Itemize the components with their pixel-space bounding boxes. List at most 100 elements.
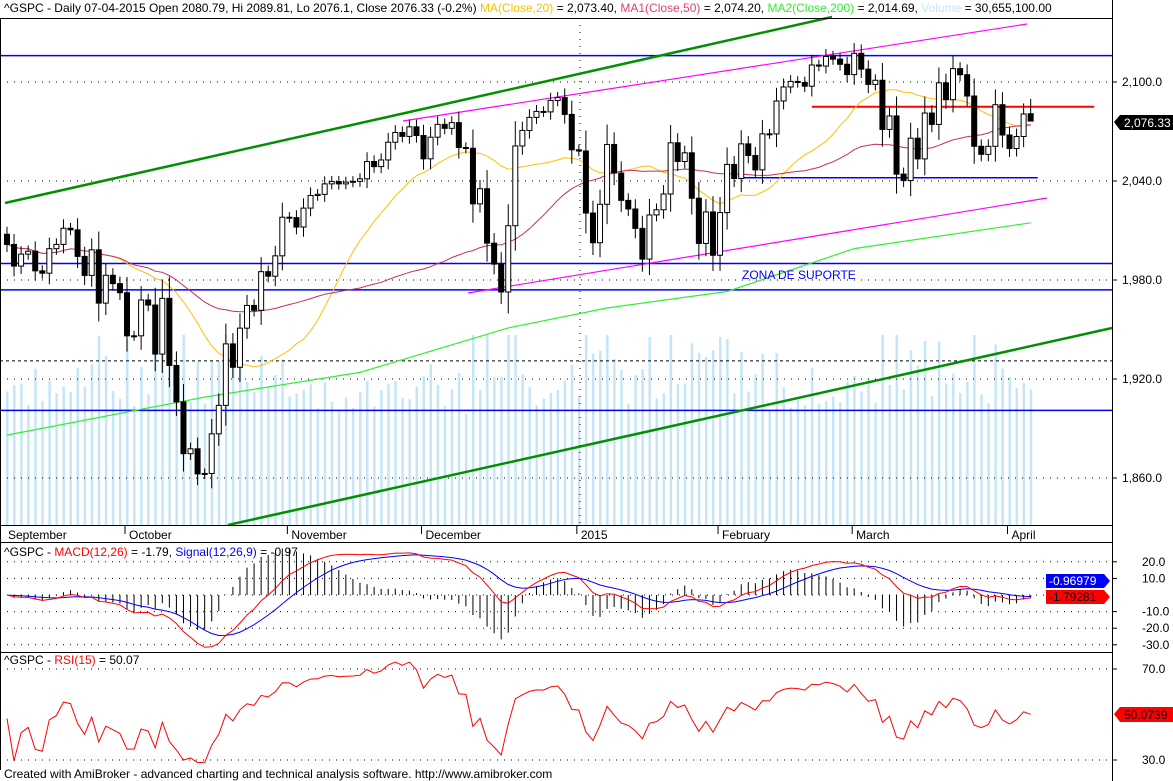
candle-down	[420, 135, 427, 160]
candle-down	[491, 242, 498, 265]
month-label: April	[1012, 528, 1036, 542]
candle-up	[131, 335, 138, 338]
volume-bar	[796, 399, 800, 525]
candle-up	[1013, 136, 1020, 150]
volume-bar	[747, 391, 750, 525]
price-tick-label: 1,980.0	[1122, 273, 1162, 287]
candle-down	[964, 74, 971, 97]
candle-up	[646, 214, 653, 260]
volume-bar	[344, 397, 348, 525]
candle-down	[674, 142, 681, 162]
ma20-value: = 2,073.40,	[553, 1, 620, 15]
volume-bar	[613, 358, 616, 525]
candle-up	[477, 188, 483, 205]
candle-up	[378, 159, 385, 168]
candle-up	[1020, 113, 1027, 138]
volume-bar	[316, 408, 320, 525]
rsi-line	[6, 661, 1031, 764]
volume-bar	[401, 397, 404, 525]
candle-down	[561, 97, 568, 115]
volume-bar	[48, 380, 51, 525]
volume-bar	[118, 398, 122, 525]
footer-credit: Created with AmiBroker - advanced charti…	[4, 767, 552, 781]
candle-up	[653, 209, 660, 216]
volume-bar	[810, 367, 814, 525]
rsi-value: = 50.07	[96, 653, 140, 667]
volume-bar	[535, 405, 538, 525]
volume-bar	[994, 344, 997, 525]
candle-up	[533, 110, 540, 118]
candle-up	[773, 100, 780, 135]
candle-down	[745, 143, 752, 156]
candle-down	[194, 448, 201, 475]
volume-bars	[5, 335, 1033, 525]
moving-averages	[6, 89, 1031, 436]
candle-down	[618, 172, 625, 201]
candle-up	[385, 141, 392, 161]
volume-bar	[944, 383, 948, 525]
month-label: 2015	[581, 528, 608, 542]
volume-bar	[782, 387, 786, 525]
candle-down	[766, 133, 773, 136]
volume-bar	[408, 399, 411, 525]
volume-bar	[789, 407, 793, 525]
candle-up	[222, 343, 229, 406]
volume-bar	[161, 335, 164, 525]
volume-bar	[260, 355, 263, 525]
volume-bar	[959, 392, 962, 525]
candle-down	[371, 161, 378, 168]
signal-tag-text: -0.96979	[1049, 574, 1097, 588]
candle-up	[187, 448, 194, 455]
macd-tick-label: 20.0	[1142, 555, 1166, 569]
macd-pane	[0, 548, 1112, 648]
candle-down	[498, 263, 505, 293]
volume-bar	[683, 383, 687, 525]
support-zone-annotation: ZONA DE SUPORTE	[742, 268, 856, 282]
volume-bar	[923, 340, 927, 525]
month-label: September	[8, 528, 67, 542]
candle-down	[575, 149, 582, 152]
candle-down	[914, 137, 921, 160]
candle-down	[335, 181, 342, 185]
volume-bar	[175, 365, 178, 525]
signal-label: Signal(12,26,9)	[175, 545, 256, 559]
candle-down	[568, 113, 575, 151]
candle-down	[957, 68, 964, 76]
volume-bar	[189, 402, 193, 525]
volume-bar	[641, 369, 644, 525]
volume-bar	[27, 405, 30, 525]
volume-bar	[662, 392, 666, 525]
candle-down	[484, 188, 491, 244]
candle-down	[251, 304, 258, 311]
candle-down	[11, 243, 18, 267]
candle-up	[314, 193, 321, 197]
last-price-tag: 2,076.33	[1114, 115, 1173, 130]
rsi-tick-label: 30.0	[1142, 753, 1166, 767]
volume-bar	[5, 391, 9, 525]
volume-bar	[740, 351, 743, 525]
volume-bar	[556, 390, 560, 525]
volume-bar	[394, 380, 397, 525]
candle-up	[950, 68, 957, 101]
volume-bar	[493, 377, 496, 525]
volume-bar	[549, 392, 553, 525]
volume-bar	[697, 352, 701, 525]
volume-bar	[507, 335, 510, 525]
volume-bar	[719, 337, 722, 525]
price-tick-label: 2,100.0	[1122, 75, 1162, 89]
candle-up	[215, 404, 222, 435]
candle-down	[74, 229, 81, 257]
volume-bar	[154, 344, 157, 525]
volume-bar	[323, 382, 327, 525]
candle-up	[236, 327, 243, 368]
macd-tick-label: -10.0	[1142, 605, 1170, 619]
volume-bar	[775, 353, 779, 525]
volume-bar	[528, 386, 531, 525]
volume-bar	[224, 335, 228, 525]
macd-label: MACD(12,26)	[54, 545, 127, 559]
candle-up	[872, 79, 879, 85]
candle-down	[32, 250, 39, 272]
candle-up	[681, 152, 688, 162]
volume-bar	[246, 381, 249, 525]
